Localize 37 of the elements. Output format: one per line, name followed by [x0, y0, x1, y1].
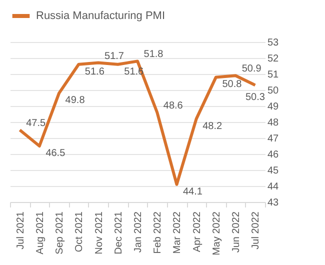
x-tick-label: Aug 2021: [34, 211, 46, 254]
y-tick-label: 46: [268, 150, 280, 160]
x-tick-label: May 2022: [211, 211, 222, 256]
data-label: 49.8: [65, 95, 86, 106]
y-tick-label: 45: [268, 166, 280, 176]
y-tick-label: 51: [268, 70, 280, 80]
y-tick-label: 52: [268, 54, 280, 64]
data-label: 50.3: [245, 92, 266, 104]
data-label: 48.2: [202, 120, 223, 132]
y-tick-label: 50: [268, 86, 280, 96]
data-label: 47.5: [26, 118, 46, 129]
x-tick-label: Jun 2022: [231, 211, 242, 253]
x-tick-label: Apr 2022: [192, 211, 203, 252]
data-label: 51.8: [144, 49, 164, 60]
x-tick-label: Oct 2021: [74, 211, 86, 252]
data-label: 51.7: [104, 50, 124, 62]
y-tick-label: 49: [268, 102, 280, 112]
x-tick-label: Jan 2022: [133, 211, 144, 253]
x-tick-label: Jul 2022: [250, 211, 262, 250]
data-label: 46.5: [46, 148, 66, 159]
y-tick-label: 47: [268, 134, 280, 144]
x-tick-label: Feb 2022: [152, 211, 164, 254]
data-label: 50.9: [242, 64, 262, 75]
x-tick-label: Sep 2021: [54, 211, 66, 254]
y-tick-label: 44: [268, 182, 280, 192]
legend-label: Russia Manufacturing PMI: [36, 10, 165, 22]
x-tick-label: Jul 2021: [15, 211, 26, 250]
x-tick-label: Nov 2021: [94, 211, 105, 254]
data-label: 50.8: [222, 79, 242, 90]
y-tick-label: 53: [268, 38, 280, 48]
data-label: 48.6: [163, 100, 184, 112]
x-tick-label: Dec 2021: [113, 211, 124, 254]
data-label: 51.6: [84, 66, 105, 78]
y-tick-label: 48: [268, 118, 280, 128]
y-tick-label: 43: [268, 198, 280, 208]
data-label: 44.1: [182, 186, 203, 198]
x-tick-label: Mar 2022: [172, 211, 184, 254]
